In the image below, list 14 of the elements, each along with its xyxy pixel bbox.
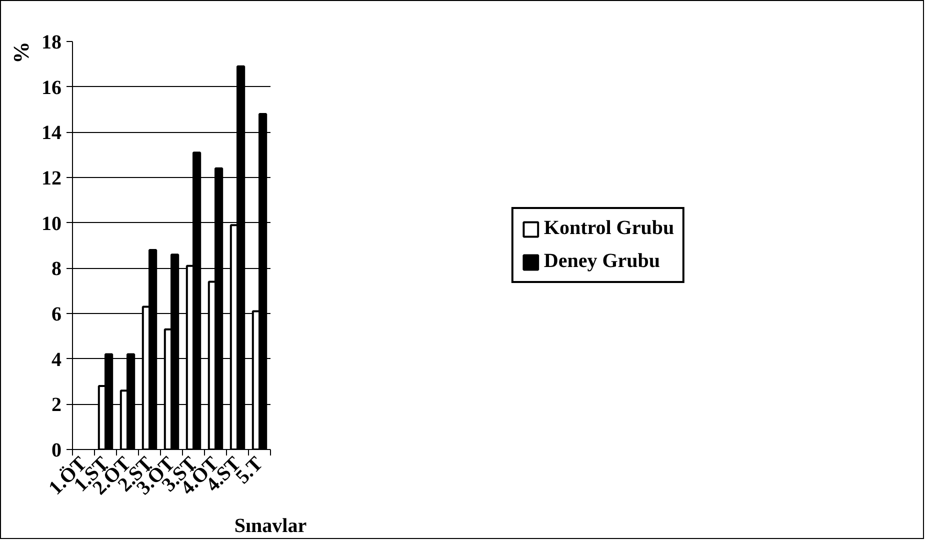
y-tick-label: 18 [42,32,62,54]
y-tick-label: 8 [52,258,62,280]
y-tick-label: 4 [52,348,62,371]
y-tick-label: 16 [42,76,62,99]
legend-label: Kontrol Grubu [544,217,674,240]
y-tick-label: 6 [52,304,62,326]
x-axis-title: Sınavlar [234,515,307,538]
y-tick-label: 14 [42,122,62,144]
y-axis-title: % [8,42,34,64]
y-tick-label: 10 [42,212,62,235]
y-tick-label: 2 [52,394,62,416]
y-tick-label: 12 [42,168,62,190]
y-tick-label: 0 [52,440,62,462]
legend-label: Deney Grubu [544,250,660,273]
